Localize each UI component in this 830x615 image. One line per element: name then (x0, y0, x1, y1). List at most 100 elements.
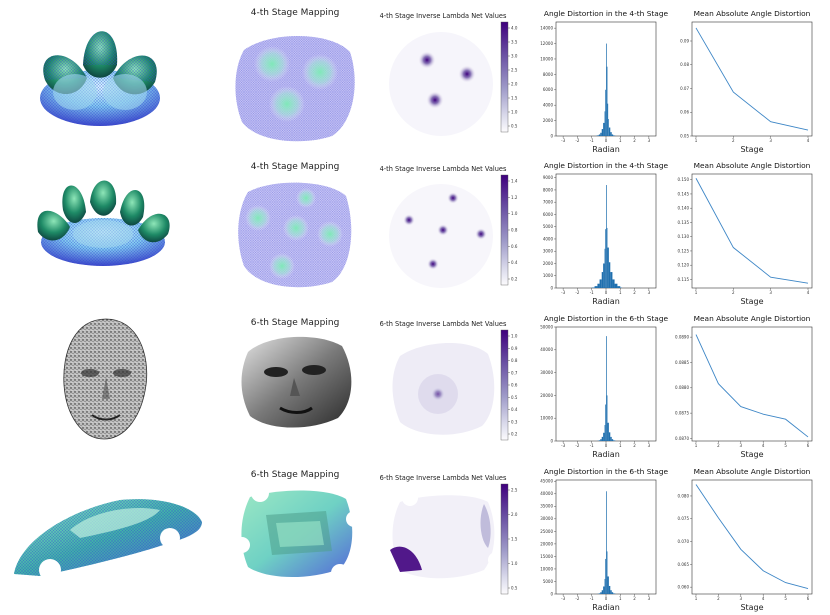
lambda-heatmap (389, 32, 493, 136)
x-axis-label: Radian (592, 603, 620, 612)
y-tick-label: 10000 (540, 566, 553, 571)
lambda-heatmap (389, 184, 493, 288)
y-tick-label: 35000 (540, 504, 553, 509)
y-tick-label: 4000 (543, 103, 554, 108)
x-tick-label: 4 (807, 138, 810, 143)
y-tick-label: 4000 (543, 236, 554, 241)
y-tick-label: 25000 (540, 529, 553, 534)
histogram-bar (605, 89, 606, 136)
x-tick-label: 0 (605, 138, 608, 143)
mesh-render-flower-3 (40, 31, 160, 126)
histogram-bar (611, 592, 614, 594)
x-axis-label: Stage (740, 603, 763, 612)
plot-frame (691, 173, 813, 289)
x-tick-label: -2 (575, 443, 579, 448)
x-tick-label: 2 (717, 443, 720, 448)
x-tick-label: 3 (648, 443, 651, 448)
y-tick-label: 14000 (540, 26, 553, 31)
x-axis-label: Radian (592, 145, 620, 154)
colorbar-tick-label: 1.0 (511, 110, 518, 115)
colorbar: 4.0 3.5 3.0 2.5 2.0 1.5 1.0 0.5 (500, 21, 518, 133)
histogram-bar (598, 593, 601, 594)
y-tick-label: 0 (550, 591, 553, 596)
histogram-bar (604, 111, 606, 136)
x-tick-label: 1 (695, 290, 698, 295)
histogram-bar (610, 132, 612, 136)
histogram-bar (613, 440, 615, 441)
histogram-bar (607, 422, 609, 441)
colorbar-tick-label: 1.4 (511, 179, 518, 184)
y-tick-label: 0.125 (678, 248, 690, 253)
histogram-bar (607, 247, 609, 288)
histogram-bar (611, 439, 614, 441)
colorbar-tick-label: 2.0 (511, 512, 518, 517)
y-tick-label: 0.08 (680, 62, 689, 67)
y-tick-label: 20000 (540, 541, 553, 546)
x-tick-label: -3 (561, 596, 565, 601)
y-tick-label: 0.150 (678, 177, 690, 182)
y-tick-label: 1000 (543, 273, 554, 278)
histogram-bar (613, 593, 615, 594)
colorbar-tick-label: 1.0 (511, 211, 518, 216)
colorbar-gradient (500, 174, 509, 286)
x-tick-label: 2 (633, 290, 636, 295)
y-tick-label: 15000 (540, 554, 553, 559)
y-tick-label: 8000 (543, 187, 554, 192)
colorbar: 2.5 2.0 1.5 1.0 0.5 (500, 483, 518, 595)
colorbar-tick-label: 0.5 (511, 586, 518, 591)
colorbar-tick-label: 4.0 (511, 26, 518, 31)
y-tick-label: 0.09 (680, 38, 689, 43)
colorbar-tick-label: 0.7 (511, 370, 518, 375)
x-tick-label: 1 (695, 596, 698, 601)
y-tick-label: 0.0870 (675, 436, 689, 441)
x-tick-label: -1 (590, 138, 594, 143)
x-tick-label: 2 (633, 138, 636, 143)
x-axis-label: Stage (740, 297, 763, 306)
chart-title: Mean Absolute Angle Distortion (694, 314, 811, 323)
mapping-plot (238, 182, 352, 288)
histogram-bar (610, 272, 613, 288)
line-chart: Mean Absolute Angle Distortion Stage 0.060… (678, 467, 813, 612)
colorbar: 1.0 0.9 0.8 0.7 0.6 0.5 0.4 0.3 0.2 (500, 329, 518, 441)
x-tick-label: 2 (717, 596, 720, 601)
x-tick-label: 3 (769, 290, 772, 295)
x-tick-label: 4 (807, 290, 810, 295)
series-line (695, 27, 809, 131)
y-tick-label: 3000 (543, 249, 554, 254)
histogram-bar (603, 263, 605, 288)
y-tick-label: 30000 (540, 516, 553, 521)
flower-5-petal-mesh-icon (37, 180, 170, 266)
colorbar-tick-label: 1.5 (511, 537, 518, 542)
x-axis-label: Radian (592, 297, 620, 306)
histogram-bar (606, 227, 608, 288)
mesh-render-flower-5 (37, 180, 170, 266)
plot-frame (691, 326, 813, 442)
histogram-bar (606, 551, 608, 594)
y-tick-label: 0.0890 (675, 335, 689, 340)
x-tick-label: 3 (769, 138, 772, 143)
x-tick-label: 6 (807, 596, 810, 601)
colorbar-tick-label: 1.2 (511, 195, 518, 200)
x-tick-label: 1 (619, 138, 622, 143)
histogram-chart: Angle Distortion in the 4-th Stage Radian… (543, 161, 669, 306)
chart-title: Angle Distortion in the 6-th Stage (544, 467, 669, 476)
histogram-bar (599, 279, 602, 288)
y-tick-label: 0.075 (678, 516, 690, 521)
y-tick-label: 40000 (540, 347, 553, 352)
chart-title: Mean Absolute Angle Distortion (694, 161, 811, 170)
x-tick-label: 1 (695, 443, 698, 448)
chart-title: Mean Absolute Angle Distortion (694, 9, 811, 18)
x-axis-label: Stage (740, 145, 763, 154)
mapping-title: 4-th Stage Mapping (250, 8, 340, 18)
colorbar-tick-label: 0.2 (511, 277, 518, 282)
y-tick-label: 0.140 (678, 206, 690, 211)
colorbar-tick-label: 0.4 (511, 260, 518, 265)
mapping-plot (235, 35, 355, 142)
colorbar-tick-label: 2.0 (511, 82, 518, 87)
colorbar-tick-label: 0.9 (511, 346, 518, 351)
y-tick-label: 0.145 (678, 191, 690, 196)
y-tick-label: 10000 (540, 56, 553, 61)
y-tick-label: 6000 (543, 87, 554, 92)
x-tick-label: 4 (762, 596, 765, 601)
x-tick-label: -2 (575, 138, 579, 143)
